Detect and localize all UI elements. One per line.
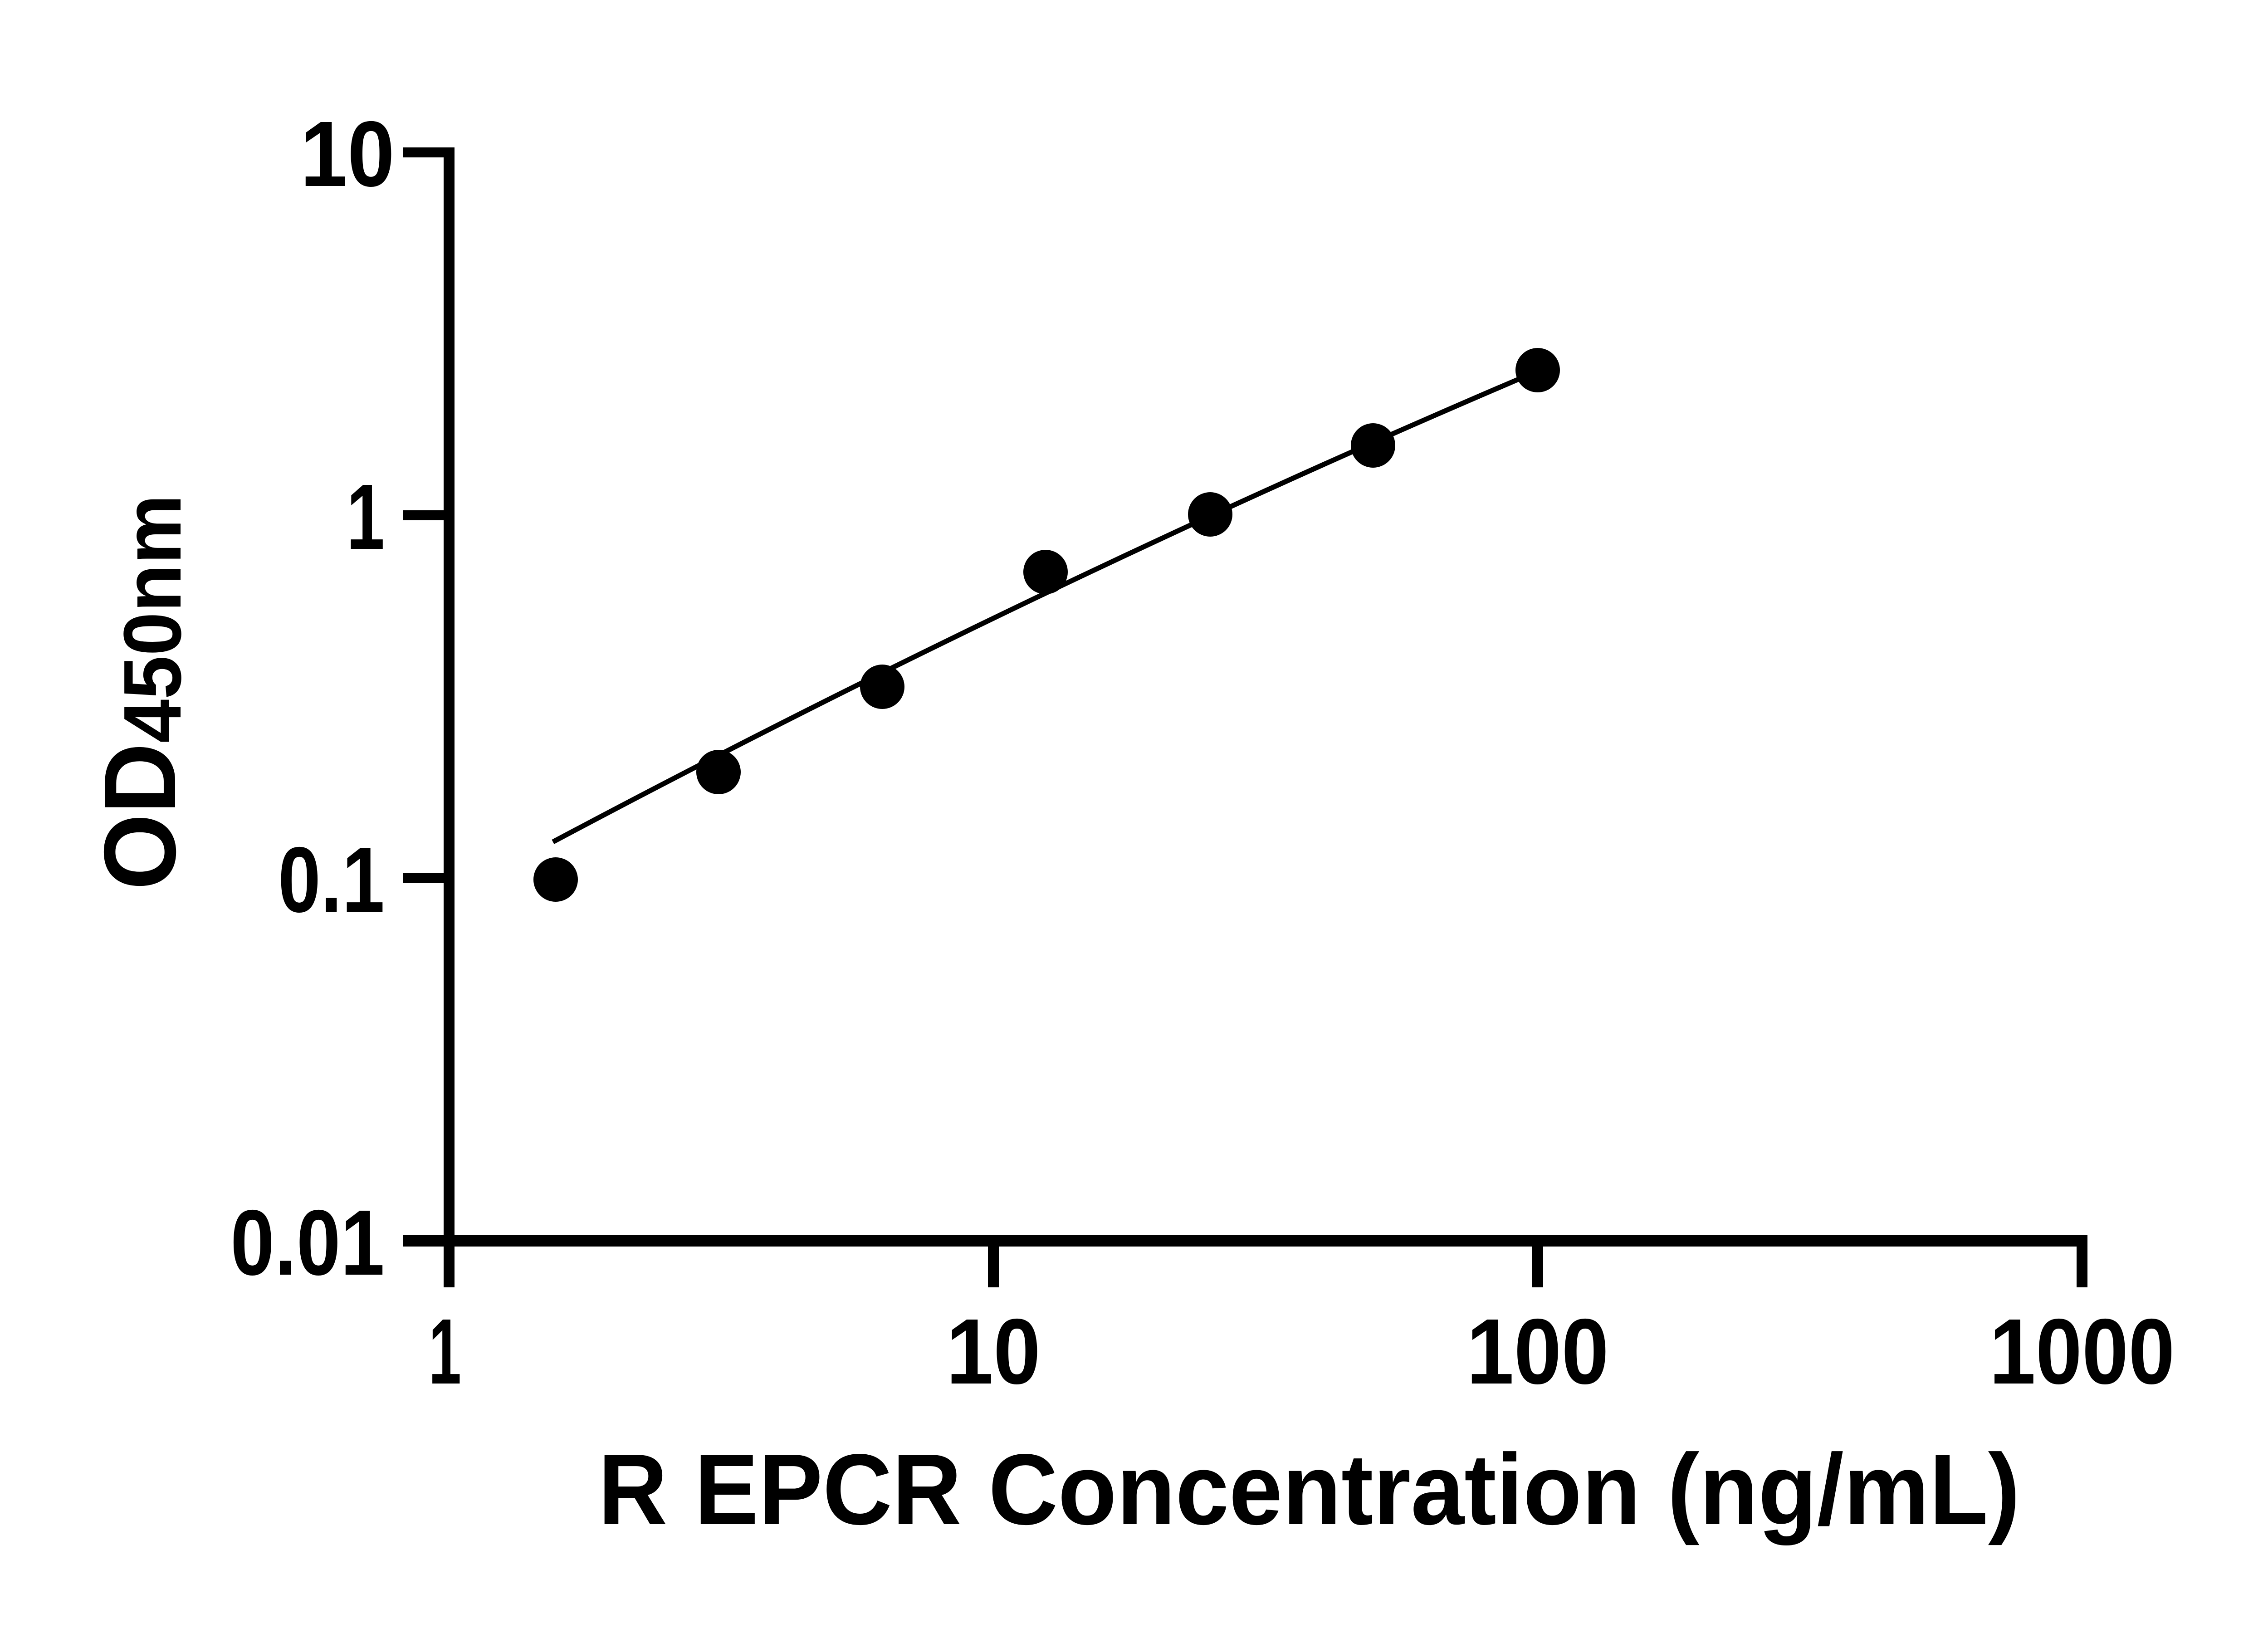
svg-text:OD450nm: OD450nm bbox=[83, 494, 198, 890]
svg-text:10: 10 bbox=[946, 1300, 1041, 1403]
svg-text:1000: 1000 bbox=[1989, 1300, 2175, 1403]
svg-text:100: 100 bbox=[1466, 1300, 1609, 1403]
svg-text:0.01: 0.01 bbox=[230, 1191, 385, 1295]
svg-text:0.1: 0.1 bbox=[278, 828, 385, 932]
svg-text:1: 1 bbox=[429, 1300, 461, 1403]
svg-text:10: 10 bbox=[300, 102, 395, 206]
svg-text:R EPCR Concentration (ng/mL): R EPCR Concentration (ng/mL) bbox=[598, 1433, 2020, 1546]
svg-text:1: 1 bbox=[347, 465, 385, 569]
